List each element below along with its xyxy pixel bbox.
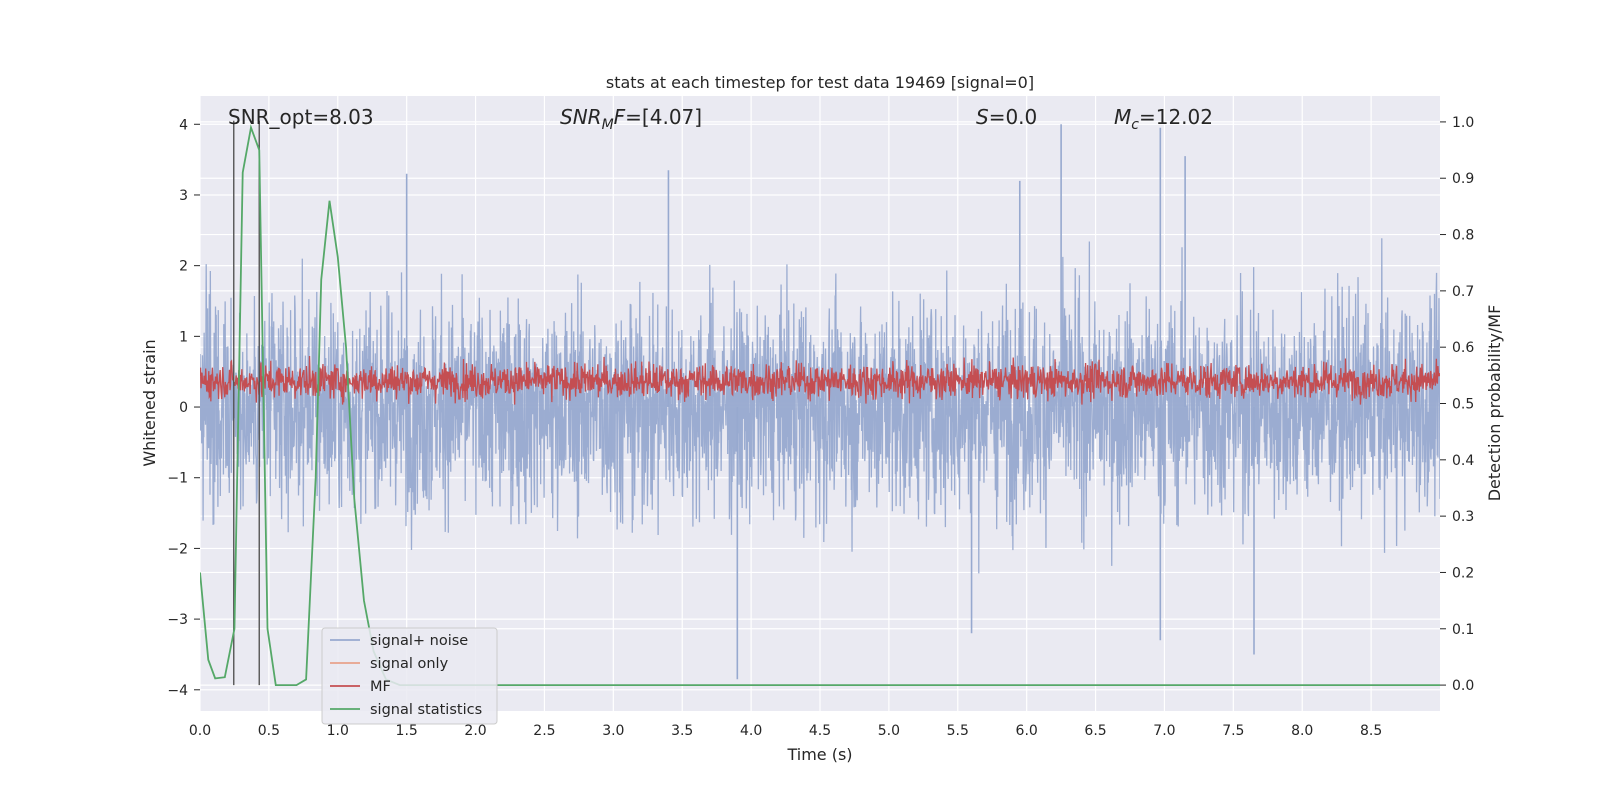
- signal-noise-peaks: [405, 124, 1255, 680]
- left-y-tick-label: −1: [167, 471, 188, 487]
- x-tick-label: 1.0: [327, 723, 349, 739]
- right-y-tick-label: 0.8: [1452, 228, 1474, 244]
- chart-title: stats at each timestep for test data 194…: [606, 73, 1034, 92]
- marker-vlines: [233, 120, 260, 686]
- left-y-tick-label: −2: [167, 541, 188, 557]
- left-y-tick-label: −3: [167, 612, 188, 628]
- left-y-tick-label: 0: [179, 400, 188, 416]
- legend-label-signal-statistics: signal statistics: [370, 702, 482, 718]
- mf-line: [200, 356, 1440, 405]
- x-tick-label: 4.5: [809, 723, 831, 739]
- right-y-tick-label: 0.5: [1452, 397, 1474, 413]
- x-tick-label: 6.0: [1016, 723, 1038, 739]
- x-tick-label: 4.0: [740, 723, 762, 739]
- left-y-axis-ticks: −4 −3 −2 −1 0 1 2 3 4: [167, 117, 200, 699]
- right-y-tick-label: 0.1: [1452, 622, 1474, 638]
- left-y-tick-label: −4: [167, 683, 188, 699]
- annotation-snr-opt: SNR_opt=8.03: [228, 105, 374, 129]
- left-y-axis-label: Whitened strain: [140, 339, 159, 466]
- right-y-tick-label: 0.6: [1452, 340, 1474, 356]
- signal-noise-series: [200, 124, 1440, 680]
- legend: signal+ noise signal only MF signal stat…: [321, 627, 498, 725]
- right-y-tick-label: 0.9: [1452, 171, 1474, 187]
- annotation-s: S=0.0: [976, 105, 1037, 129]
- x-tick-label: 5.5: [947, 723, 969, 739]
- right-y-tick-label: 1.0: [1452, 115, 1474, 131]
- left-y-tick-label: 3: [179, 188, 188, 204]
- legend-box: [321, 627, 498, 725]
- x-tick-label: 3.0: [602, 723, 624, 739]
- x-tick-label: 7.5: [1222, 723, 1244, 739]
- left-y-tick-label: 2: [179, 259, 188, 275]
- x-tick-label: 0.0: [189, 723, 211, 739]
- legend-label-signal-noise: signal+ noise: [370, 633, 468, 649]
- mf-series: [200, 356, 1440, 405]
- x-tick-label: 2.5: [533, 723, 555, 739]
- right-y-tick-label: 0.2: [1452, 565, 1474, 581]
- right-y-axis-label: Detection probability/MF: [1485, 305, 1504, 502]
- right-y-axis-ticks: 0.0 0.1 0.2 0.3 0.4 0.5 0.6 0.7 0.8 0.9 1.0: [1440, 115, 1474, 694]
- right-y-tick-label: 0.3: [1452, 509, 1474, 525]
- x-tick-label: 3.5: [671, 723, 693, 739]
- x-axis-label: Time (s): [786, 745, 852, 764]
- x-tick-label: 7.0: [1153, 723, 1175, 739]
- left-y-tick-label: 1: [179, 329, 188, 345]
- x-tick-label: 1.5: [396, 723, 418, 739]
- left-y-tick-label: 4: [179, 117, 188, 133]
- x-tick-label: 8.5: [1360, 723, 1382, 739]
- right-y-tick-label: 0.4: [1452, 453, 1474, 469]
- x-tick-label: 5.0: [878, 723, 900, 739]
- x-tick-label: 0.5: [258, 723, 280, 739]
- x-tick-label: 2.0: [464, 723, 486, 739]
- annotation-snr-mf: SNRMF=[4.07]: [560, 105, 702, 133]
- x-tick-label: 8.0: [1291, 723, 1313, 739]
- legend-label-mf: MF: [370, 679, 391, 695]
- x-tick-label: 6.5: [1084, 723, 1106, 739]
- right-y-tick-label: 0.7: [1452, 284, 1474, 300]
- legend-label-signal-only: signal only: [370, 656, 449, 672]
- right-y-tick-label: 0.0: [1452, 678, 1474, 694]
- annotation-mc: Mc=12.02: [1114, 105, 1213, 133]
- x-axis-ticks: 0.0 0.5 1.0 1.5 2.0 2.5 3.0 3.5 4.0 4.5 5.0 5.5 6.0 6…: [189, 723, 1382, 739]
